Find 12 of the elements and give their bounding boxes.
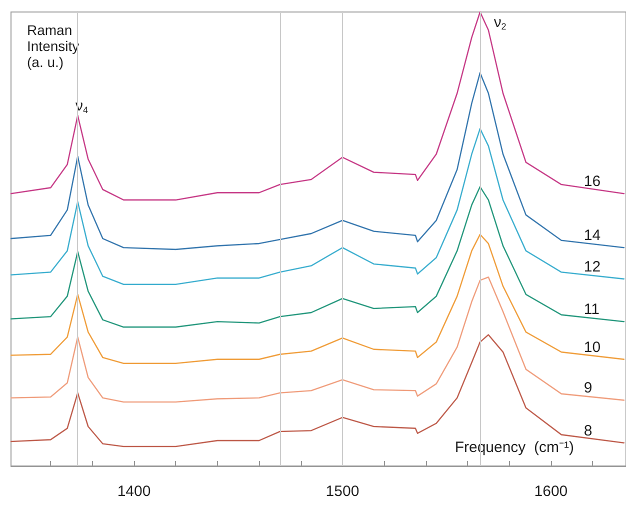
x-tick-label: 1600 xyxy=(534,483,568,500)
x-tick-label: 1400 xyxy=(117,483,151,500)
series-label: 9 xyxy=(584,380,592,397)
y-axis-title: Raman Intensity (a. u.) xyxy=(27,22,80,70)
x-axis-title: Frequency (cm⁻¹) xyxy=(454,439,574,456)
series-label: 8 xyxy=(584,422,592,440)
series-label: 12 xyxy=(584,258,601,276)
series-label: 16 xyxy=(584,173,601,190)
series-label: 10 xyxy=(584,338,601,356)
series-label: 14 xyxy=(584,227,601,244)
x-tick-label: 1500 xyxy=(326,483,360,500)
series-label: 11 xyxy=(584,301,600,318)
